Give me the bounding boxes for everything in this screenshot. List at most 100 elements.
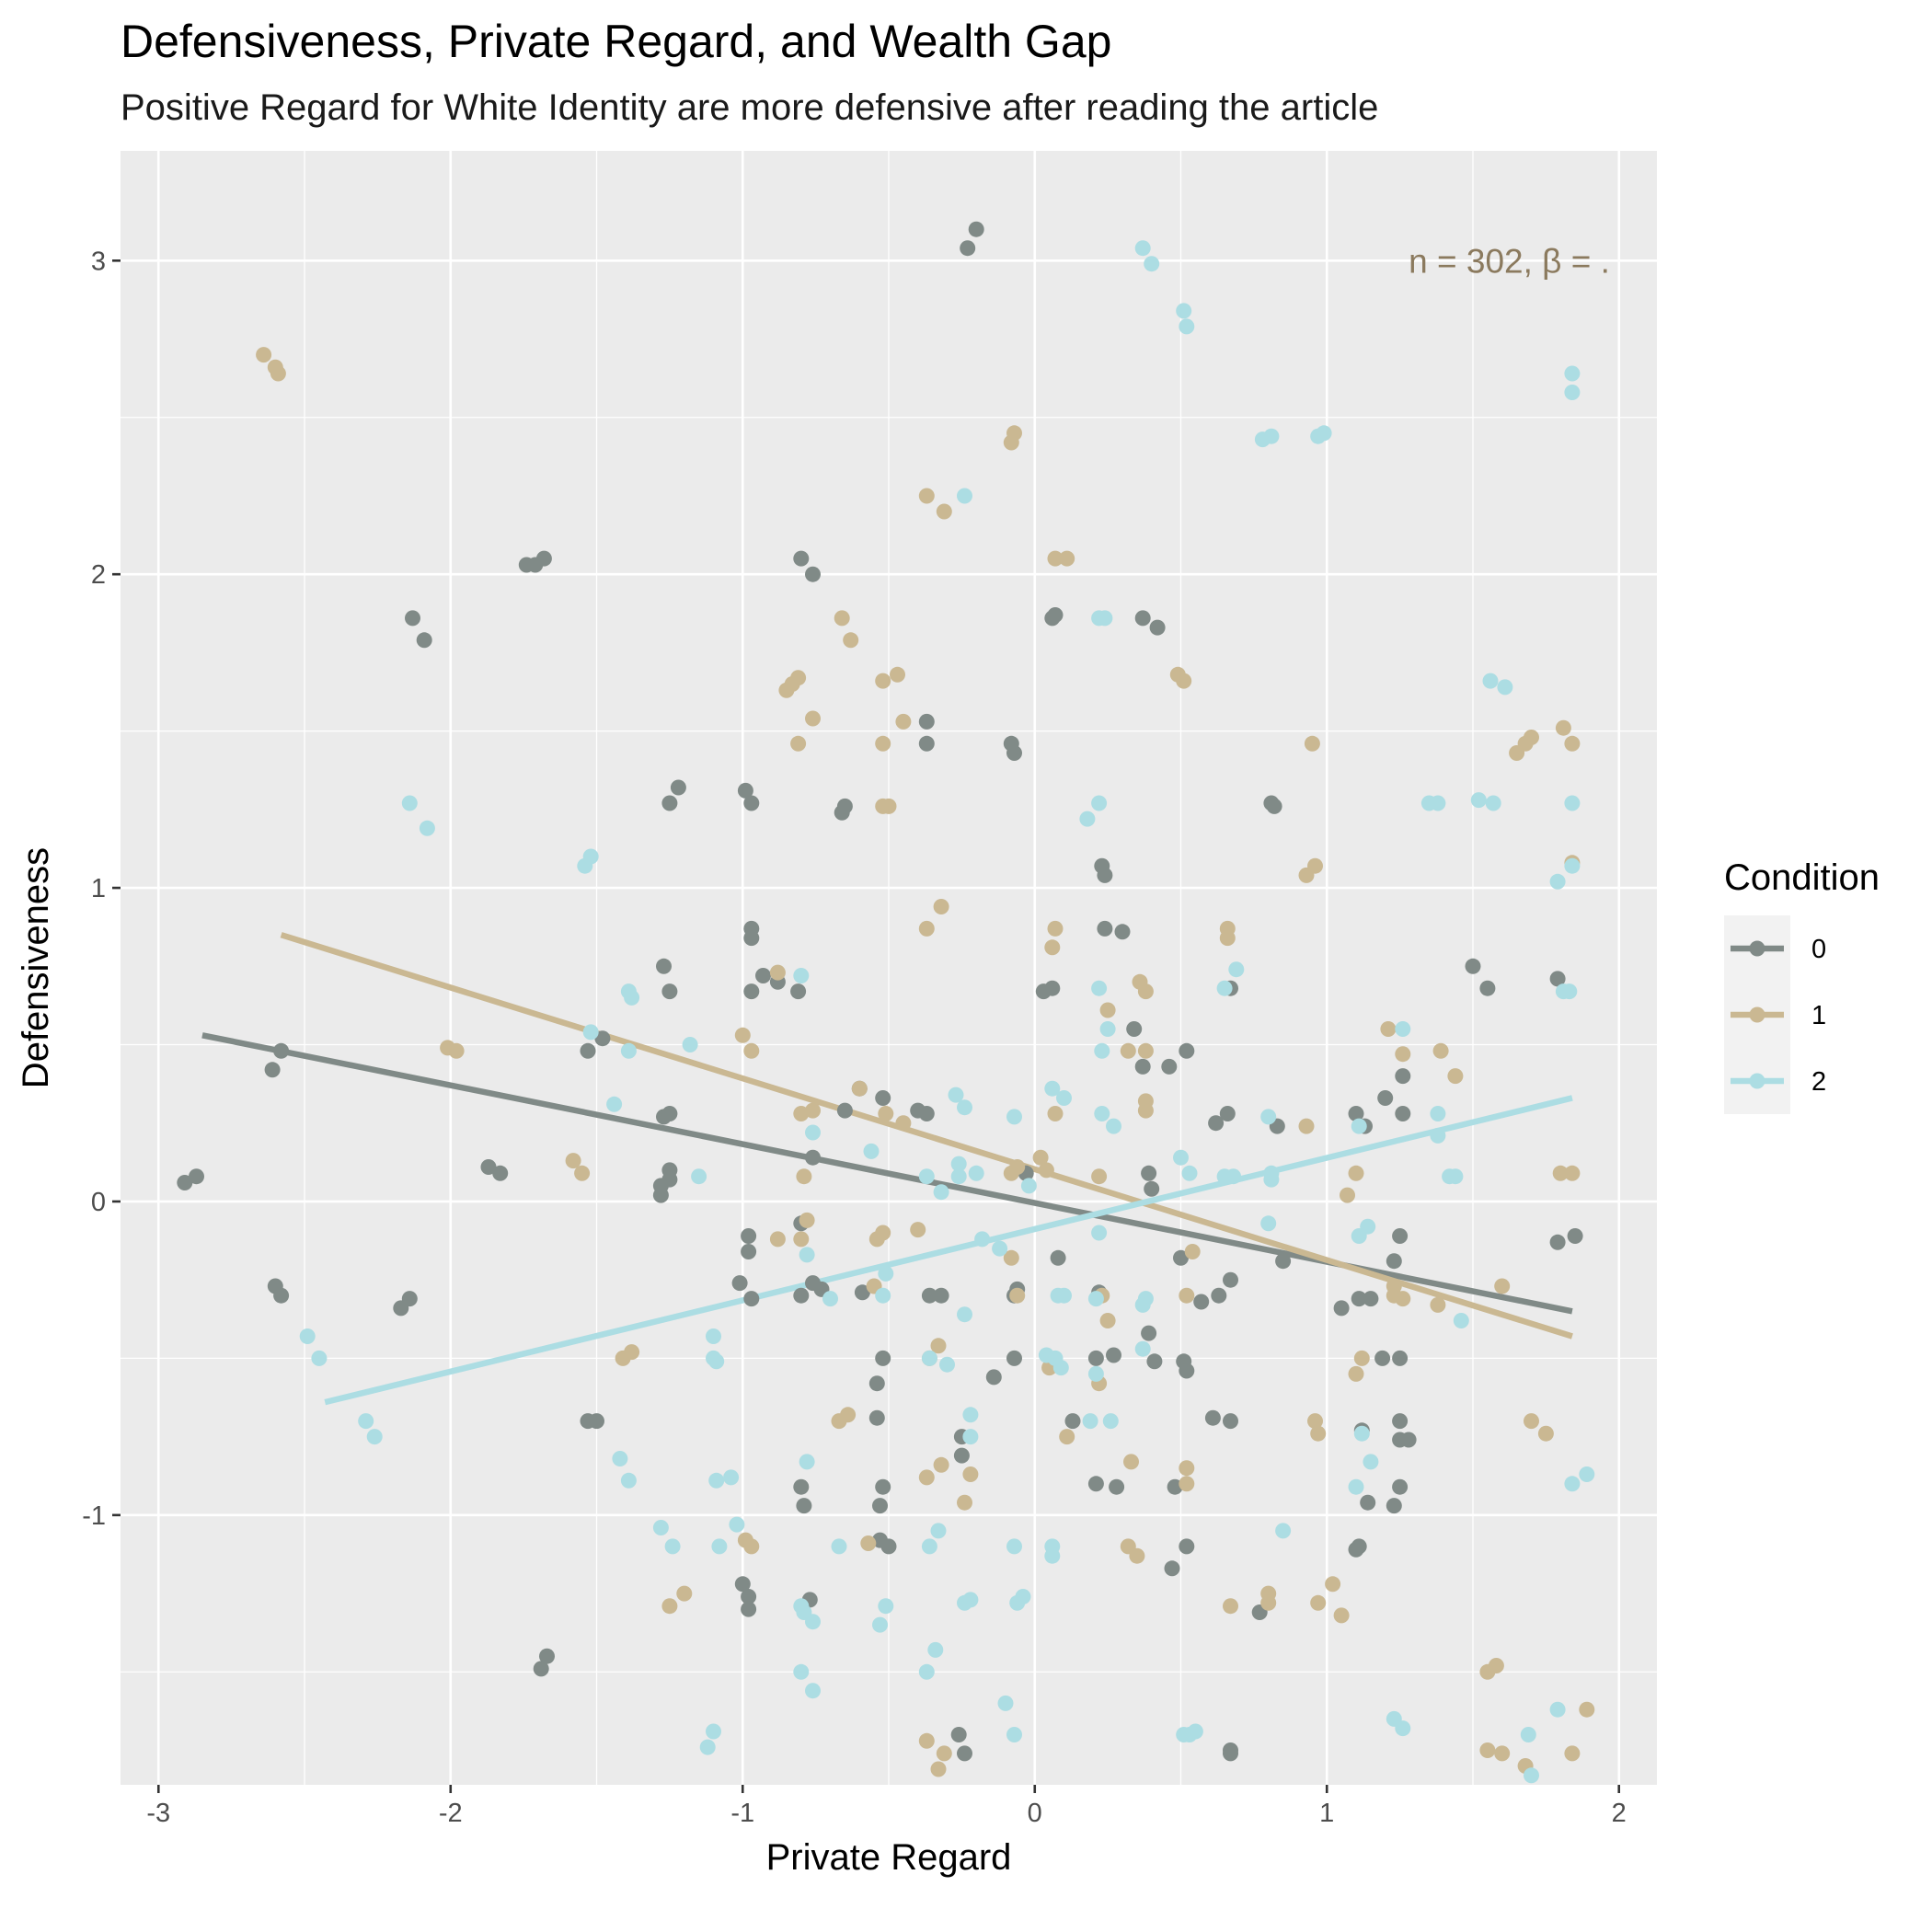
point-condition-0 (1047, 607, 1064, 623)
point-condition-0 (793, 1287, 810, 1304)
point-condition-2 (793, 1663, 810, 1680)
point-condition-1 (875, 735, 891, 752)
point-condition-1 (734, 1027, 751, 1043)
point-condition-0 (492, 1165, 509, 1181)
point-condition-1 (743, 1538, 760, 1555)
point-condition-0 (1097, 920, 1113, 937)
point-condition-1 (875, 673, 891, 689)
point-condition-2 (1228, 961, 1245, 978)
point-condition-0 (1193, 1294, 1210, 1310)
point-condition-0 (1223, 1271, 1238, 1288)
point-condition-0 (480, 1159, 497, 1175)
point-condition-2 (1485, 795, 1501, 811)
point-condition-0 (1087, 1350, 1104, 1366)
point-condition-2 (1052, 1360, 1069, 1376)
point-condition-0 (1567, 1228, 1583, 1244)
point-condition-0 (793, 550, 810, 567)
y-tick-label: 2 (91, 560, 106, 590)
point-condition-1 (910, 1222, 926, 1238)
point-condition-2 (708, 1353, 725, 1370)
point-condition-0 (796, 1498, 812, 1514)
point-condition-0 (1549, 971, 1566, 987)
point-condition-0 (1149, 619, 1166, 636)
point-condition-2 (1181, 1727, 1198, 1742)
point-condition-2 (1181, 1165, 1198, 1181)
point-condition-0 (1179, 1363, 1195, 1379)
point-condition-0 (1211, 1287, 1227, 1304)
point-condition-1 (1564, 1165, 1581, 1181)
point-condition-2 (358, 1413, 374, 1430)
point-condition-0 (1134, 610, 1151, 627)
point-condition-2 (992, 1240, 1008, 1257)
point-condition-1 (1091, 1168, 1108, 1185)
point-condition-0 (1386, 1253, 1402, 1270)
point-condition-0 (921, 1287, 937, 1304)
point-condition-1 (1552, 1165, 1569, 1181)
point-condition-1 (1348, 1165, 1364, 1181)
point-condition-1 (1395, 1291, 1411, 1307)
point-condition-0 (1266, 798, 1282, 814)
point-condition-2 (962, 1407, 979, 1423)
point-condition-2 (366, 1429, 383, 1445)
point-condition-2 (1353, 1425, 1370, 1442)
point-condition-1 (1325, 1576, 1341, 1593)
point-condition-1 (1524, 1413, 1539, 1430)
stat-annotation: n = 302, β = . (1409, 242, 1610, 280)
point-condition-1 (851, 1080, 868, 1097)
point-condition-0 (854, 1284, 870, 1301)
point-condition-1 (1333, 1607, 1350, 1624)
point-condition-0 (805, 566, 821, 582)
point-condition-0 (1064, 1413, 1081, 1430)
point-condition-1 (933, 1456, 949, 1473)
point-condition-2 (1091, 1225, 1108, 1241)
point-condition-2 (1179, 318, 1195, 335)
point-condition-1 (1137, 1102, 1154, 1119)
point-condition-2 (699, 1739, 716, 1755)
point-condition-0 (535, 550, 552, 567)
point-condition-0 (533, 1661, 549, 1677)
point-condition-2 (711, 1538, 728, 1555)
point-condition-2 (624, 989, 640, 1006)
x-tick-label: -2 (439, 1799, 463, 1828)
point-condition-2 (1260, 1215, 1277, 1232)
point-condition-0 (875, 1350, 891, 1366)
x-tick-label: -3 (146, 1799, 170, 1828)
point-condition-2 (612, 1451, 628, 1466)
point-condition-2 (831, 1538, 847, 1555)
point-condition-1 (1488, 1658, 1504, 1673)
point-condition-2 (299, 1328, 316, 1344)
point-condition-2 (706, 1328, 721, 1344)
point-condition-1 (1059, 1429, 1075, 1445)
point-condition-2 (1176, 303, 1192, 319)
point-condition-0 (1109, 1478, 1125, 1495)
point-condition-1 (1059, 550, 1075, 567)
point-condition-2 (968, 1165, 984, 1181)
point-condition-2 (799, 1454, 815, 1470)
point-condition-2 (962, 1592, 979, 1608)
point-condition-1 (1395, 1046, 1411, 1063)
point-condition-1 (878, 1106, 894, 1121)
point-condition-2 (805, 1683, 821, 1699)
point-condition-1 (1137, 983, 1154, 1000)
point-condition-0 (1134, 1058, 1151, 1075)
point-condition-2 (1015, 1589, 1031, 1604)
point-condition-0 (1363, 1291, 1379, 1307)
point-condition-0 (416, 632, 432, 649)
point-condition-2 (1173, 1149, 1189, 1166)
point-condition-0 (731, 1275, 748, 1292)
point-condition-1 (1219, 930, 1236, 947)
point-condition-1 (1304, 735, 1320, 752)
point-condition-1 (1340, 1187, 1355, 1203)
fit-line-condition-2 (324, 1095, 1573, 1406)
point-condition-0 (1141, 1325, 1157, 1341)
point-condition-0 (264, 1062, 281, 1078)
point-condition-2 (1094, 1042, 1110, 1059)
point-condition-0 (1179, 1042, 1195, 1059)
point-condition-1 (1380, 1021, 1397, 1037)
point-condition-1 (676, 1585, 693, 1602)
point-condition-2 (805, 1124, 821, 1141)
point-condition-0 (1006, 1350, 1022, 1366)
point-condition-2 (875, 1287, 891, 1304)
point-condition-0 (1144, 1180, 1160, 1197)
chart-title: Defensiveness, Private Regard, and Wealt… (121, 16, 1111, 67)
